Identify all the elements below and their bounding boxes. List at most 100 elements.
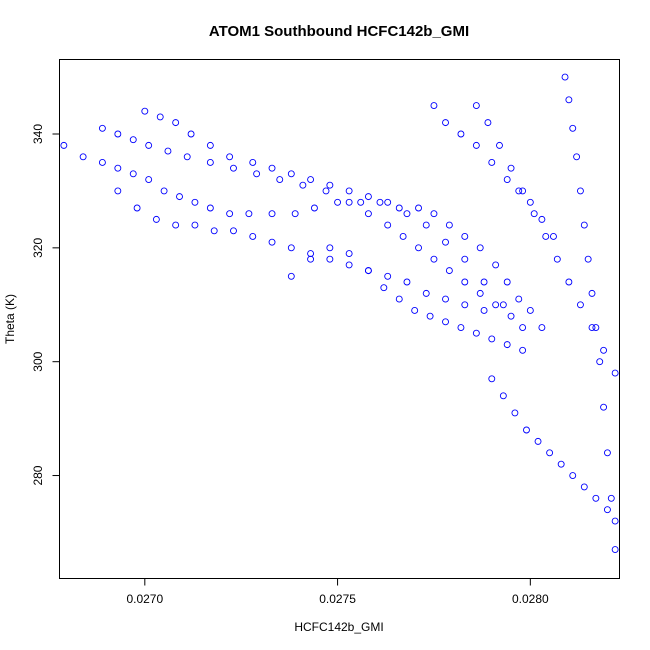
y-axis: 280 300 320 340 [31, 124, 60, 486]
data-point [488, 375, 496, 383]
data-points [60, 73, 619, 553]
data-point [230, 164, 237, 172]
data-point [480, 278, 488, 286]
data-point [496, 141, 503, 149]
data-point [172, 221, 180, 229]
data-point [191, 198, 199, 206]
chart-title: ATOM1 Southbound HCFC142b_GMI [209, 23, 469, 40]
data-point [395, 295, 403, 303]
data-point [345, 261, 353, 269]
data-point [249, 233, 257, 240]
data-point [415, 204, 422, 212]
data-point [145, 141, 153, 149]
data-point [299, 181, 307, 189]
data-point [530, 210, 538, 218]
data-point [422, 221, 430, 229]
data-point [592, 324, 600, 331]
data-point [565, 278, 573, 286]
data-point [523, 426, 530, 434]
data-point [515, 295, 523, 303]
data-point [576, 301, 584, 309]
data-point [307, 250, 315, 257]
data-point [553, 255, 561, 263]
plot-frame [59, 59, 620, 579]
data-point [399, 233, 407, 240]
data-point [503, 176, 511, 183]
data-point [603, 506, 611, 514]
data-point [364, 210, 372, 218]
data-point [442, 295, 449, 303]
data-point [569, 124, 577, 132]
data-point [588, 289, 596, 297]
data-point [326, 181, 334, 189]
data-point [291, 210, 299, 218]
data-point [326, 255, 334, 263]
data-point [492, 301, 500, 309]
data-point [287, 272, 295, 280]
data-point [345, 187, 353, 195]
data-point [245, 210, 253, 218]
data-point [611, 546, 619, 553]
data-point [403, 210, 411, 218]
data-point [187, 130, 195, 138]
data-point [191, 221, 199, 229]
data-point [176, 193, 183, 201]
data-point [334, 198, 342, 206]
data-point [461, 255, 469, 263]
data-point [430, 255, 438, 263]
data-point [411, 307, 419, 314]
data-point [588, 324, 596, 331]
data-point [141, 107, 149, 115]
y-tick-label: 280 [31, 465, 45, 485]
data-point [503, 341, 511, 349]
data-point [98, 159, 106, 166]
data-point [376, 198, 384, 206]
data-point [307, 255, 315, 263]
data-point [538, 215, 546, 223]
data-point [526, 307, 534, 314]
data-point [364, 267, 372, 275]
x-tick-label: 0.0270 [126, 592, 163, 606]
data-point [457, 130, 465, 138]
data-point [515, 187, 523, 195]
data-point [249, 159, 257, 166]
data-point [152, 215, 160, 223]
data-point [430, 102, 438, 109]
data-point [206, 141, 214, 149]
data-point [310, 204, 318, 212]
data-point [403, 278, 411, 286]
data-point [461, 301, 469, 309]
y-tick-label: 340 [31, 124, 45, 144]
data-point [511, 409, 519, 417]
data-point [364, 193, 372, 201]
data-point [156, 113, 164, 121]
data-point [426, 312, 434, 320]
data-point [546, 449, 554, 457]
data-point [322, 187, 330, 195]
data-point [129, 170, 137, 178]
x-tick-label: 0.0275 [319, 592, 356, 606]
data-point [253, 170, 261, 178]
data-point [98, 124, 106, 132]
data-point [580, 221, 588, 229]
data-point [503, 278, 511, 286]
data-point [164, 147, 172, 155]
data-point [442, 238, 449, 246]
x-axis-label: HCFC142b_GMI [294, 620, 383, 634]
data-point [384, 198, 392, 206]
data-point [145, 176, 153, 183]
data-point [357, 198, 365, 206]
data-point [384, 221, 392, 229]
data-point [226, 210, 234, 218]
data-point [592, 494, 600, 502]
data-point [268, 164, 276, 172]
data-point [457, 324, 465, 331]
data-point [226, 153, 234, 161]
data-point [276, 176, 284, 183]
data-point [114, 130, 122, 138]
data-point [607, 494, 615, 502]
y-tick-label: 320 [31, 238, 45, 258]
data-point [461, 233, 469, 240]
data-point [445, 267, 453, 275]
